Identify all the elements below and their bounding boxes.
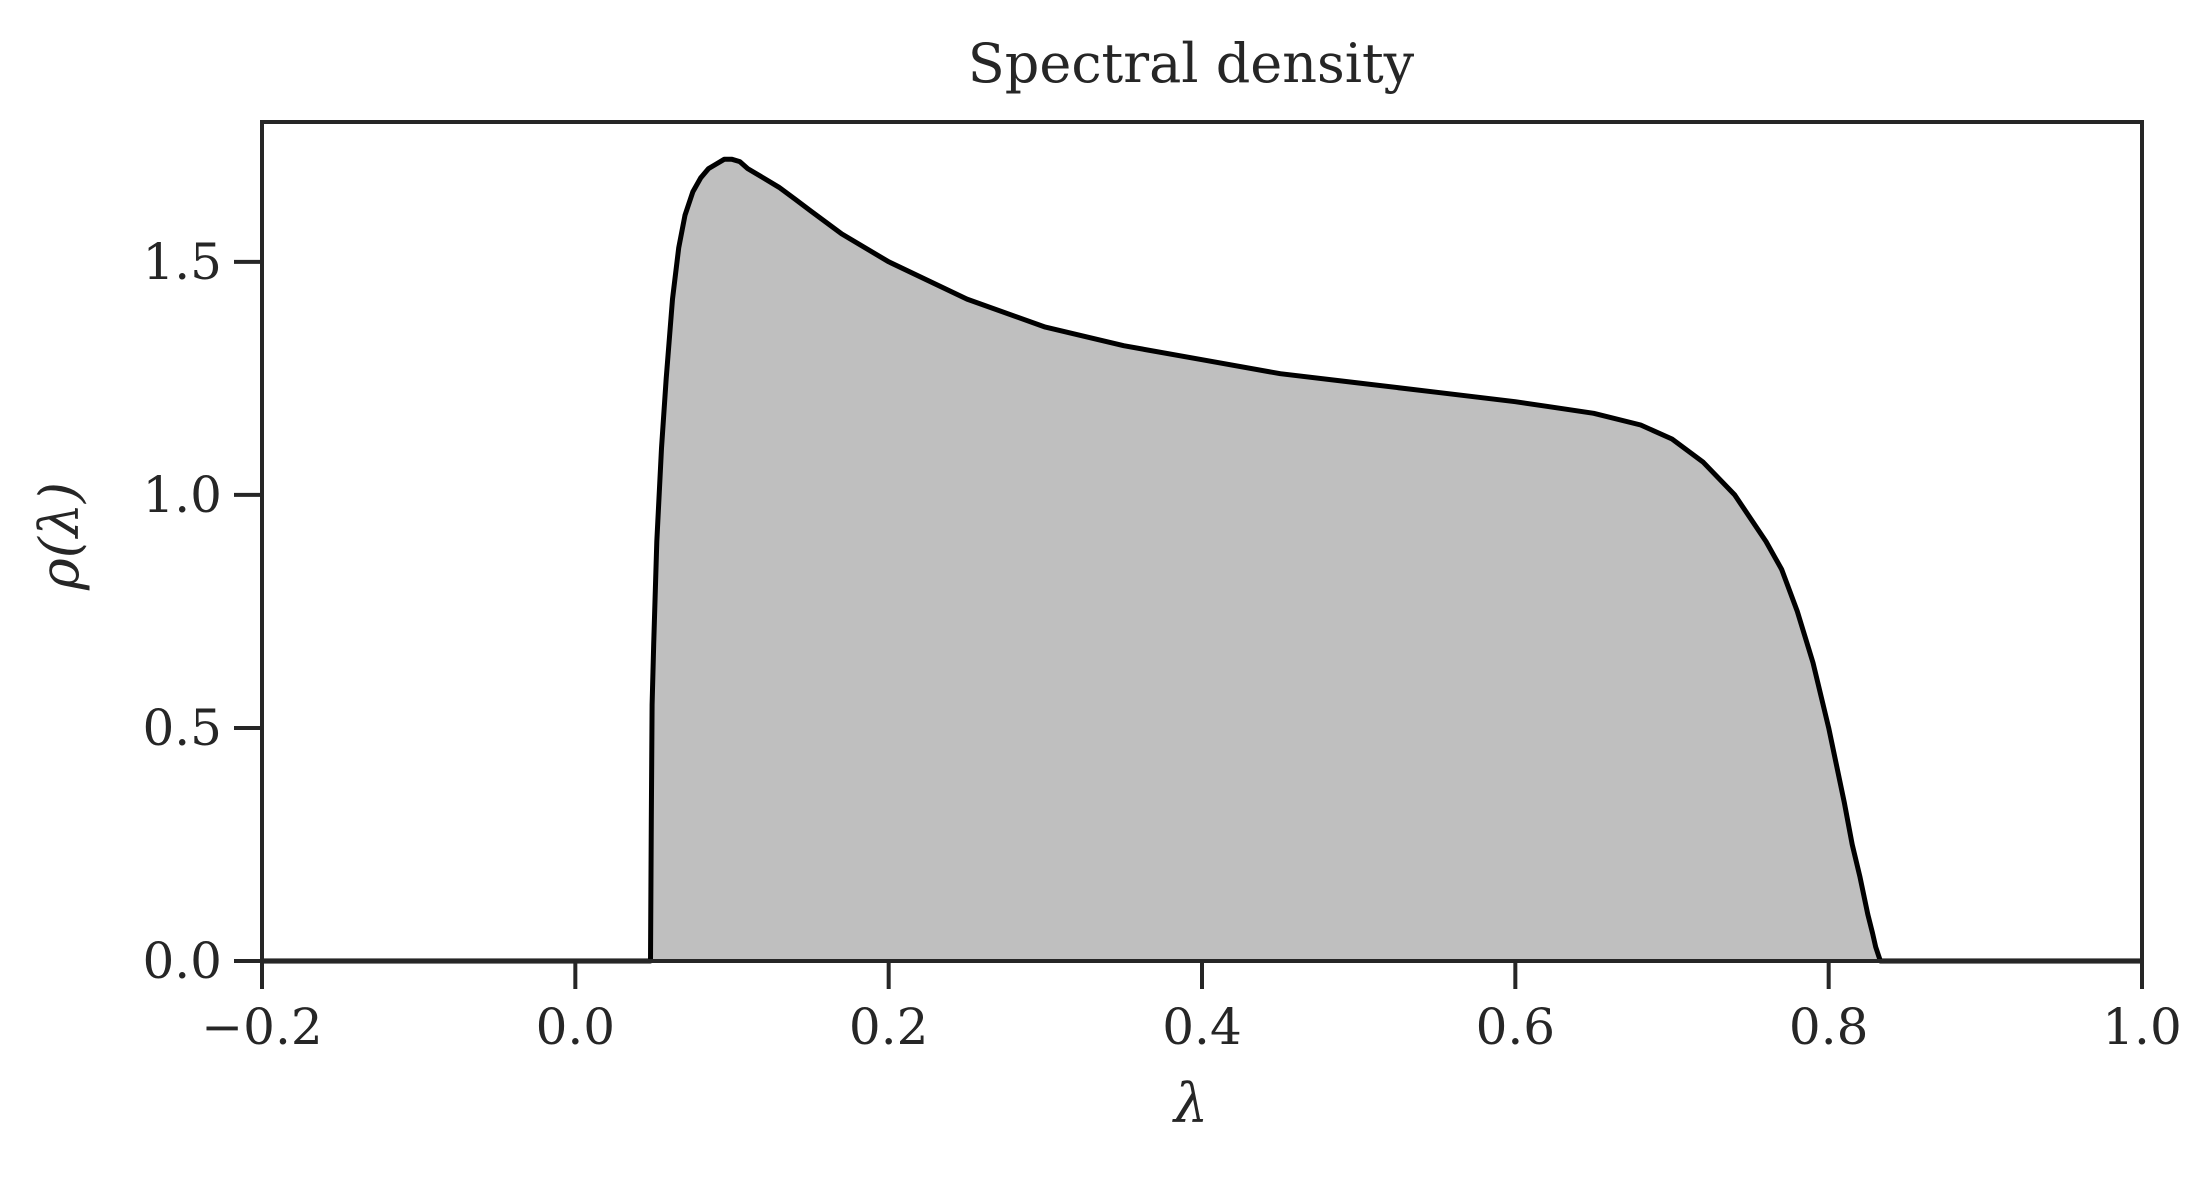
y-tick-label: 1.0: [142, 466, 222, 524]
x-axis-label: λ: [1172, 1072, 1208, 1135]
x-tick-label: 0.8: [1789, 998, 1869, 1056]
y-tick-label: 0.5: [142, 699, 222, 757]
plot-area: [262, 156, 2142, 964]
y-axis: 0.0 0.5 1.0 1.5: [142, 233, 262, 990]
x-tick-label: 0.2: [849, 998, 929, 1056]
x-tick-label: 0.4: [1162, 998, 1242, 1056]
x-tick-label: 0.0: [536, 998, 616, 1056]
y-axis-label: ρ(λ): [28, 482, 91, 591]
x-tick-label: −0.2: [201, 998, 322, 1056]
density-curve: [262, 156, 2142, 964]
x-tick-label: 1.0: [2102, 998, 2182, 1056]
density-area-fill: [262, 159, 2142, 962]
y-tick-label: 1.5: [142, 233, 222, 291]
y-tick-label: 0.0: [142, 932, 222, 990]
x-tick-label: 0.6: [1476, 998, 1556, 1056]
x-axis: −0.2 0.0 0.2 0.4 0.6 0.8 1.0: [201, 961, 2182, 1056]
chart-title: Spectral density: [968, 32, 1415, 95]
